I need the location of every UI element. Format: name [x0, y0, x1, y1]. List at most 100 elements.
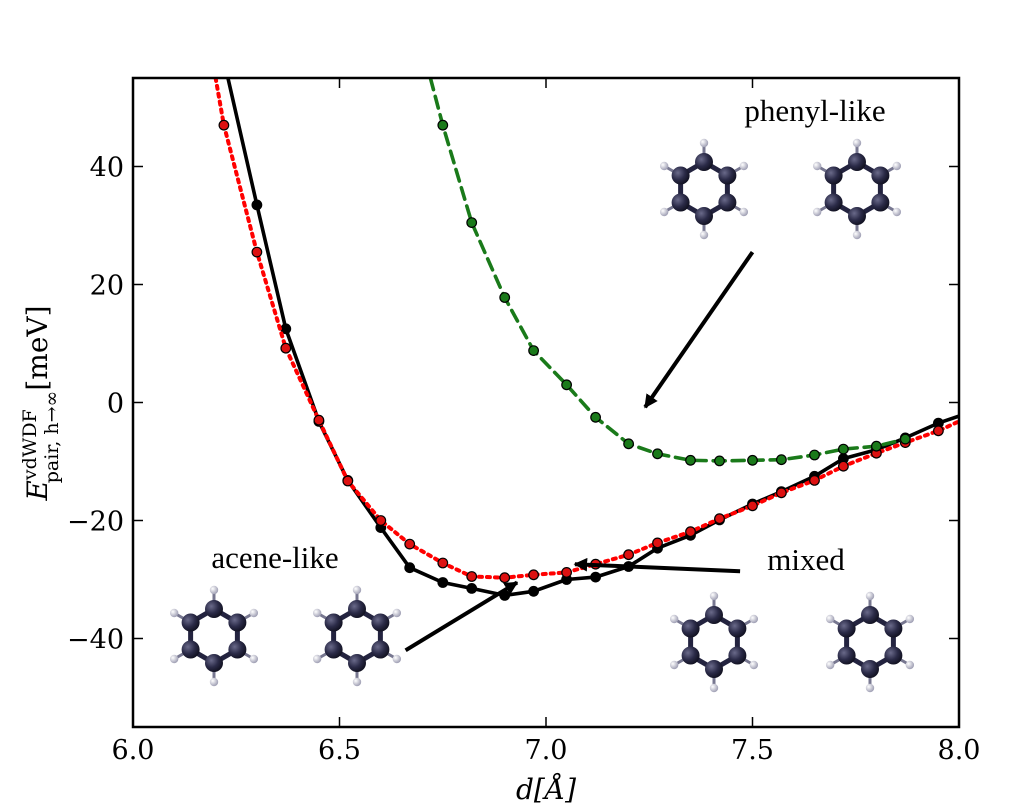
carbon-atom — [848, 153, 866, 171]
hydrogen-atom — [749, 614, 759, 624]
carbon-atom — [824, 193, 843, 212]
hydrogen-atom — [699, 230, 709, 240]
hydrogen-atom — [825, 660, 835, 670]
y-tick-label: 0 — [107, 389, 124, 420]
carbon-atom — [371, 613, 390, 632]
data-point-mixed — [466, 583, 478, 594]
data-point-acene-like — [499, 572, 511, 584]
data-point-acene-like — [437, 557, 449, 569]
hydrogen-atom — [825, 614, 835, 624]
data-point-acene-like — [280, 342, 292, 354]
hydrogen-atom — [659, 161, 669, 171]
y-axis-label-main: E — [21, 480, 54, 501]
data-point-mixed — [528, 585, 539, 597]
arrow-phenyl-like — [643, 250, 755, 409]
data-point-phenyl-like — [466, 217, 478, 229]
carbon-atom — [848, 207, 866, 225]
data-point-phenyl-like — [499, 292, 511, 303]
data-point-acene-like — [809, 475, 820, 486]
carbon-atom — [871, 166, 890, 185]
x-axis-title: d[Å] — [516, 773, 576, 805]
data-point-acene-like — [528, 569, 539, 581]
y-axis-label-unit: [meV] — [21, 305, 54, 390]
data-point-phenyl-like — [776, 454, 787, 466]
carbon-atom — [861, 606, 879, 624]
carbon-atom — [324, 640, 343, 659]
data-point-phenyl-like — [714, 455, 725, 467]
hydrogen-atom — [812, 207, 822, 217]
carbon-atom — [671, 166, 690, 185]
data-point-acene-like — [404, 538, 416, 550]
series-layer — [213, 78, 959, 601]
benzene-molecule-icon — [825, 591, 915, 693]
hydrogen-atom — [669, 614, 679, 624]
data-point-acene-like — [747, 500, 758, 512]
series-mixed — [226, 78, 959, 601]
carbon-atom — [324, 613, 343, 632]
carbon-atom — [695, 153, 713, 171]
carbon-atom — [884, 646, 903, 665]
carbon-atom — [181, 613, 200, 632]
hydrogen-atom — [312, 654, 322, 664]
molecule-illustrations — [169, 138, 915, 693]
carbon-atom — [228, 640, 247, 659]
data-point-mixed — [590, 571, 601, 583]
hydrogen-atom — [352, 585, 362, 595]
x-tick-label: 7.5 — [731, 735, 774, 766]
data-point-phenyl-like — [528, 345, 539, 357]
hydrogen-atom — [169, 608, 179, 618]
carbon-atom — [705, 660, 723, 678]
data-point-acene-like — [251, 246, 263, 258]
data-point-phenyl-like — [685, 454, 696, 466]
data-point-mixed — [437, 577, 449, 588]
y-tick-label: 40 — [90, 153, 124, 184]
carbon-atom — [728, 619, 747, 638]
carbon-atom — [728, 646, 747, 665]
data-point-acene-like — [375, 515, 387, 526]
series-line-phenyl-like — [428, 78, 908, 463]
annotation-labels: phenyl-like acene-like mixed — [211, 93, 885, 577]
hydrogen-atom — [812, 161, 822, 171]
series-line-acene-like — [213, 78, 959, 580]
annotation-mixed: mixed — [767, 542, 845, 577]
hydrogen-atom — [852, 230, 862, 240]
carbon-atom — [205, 654, 223, 672]
benzene-molecule-icon — [812, 138, 902, 240]
x-tick-label: 7.0 — [525, 735, 568, 766]
hydrogen-atom — [865, 591, 875, 601]
hydrogen-atom — [739, 161, 749, 171]
hydrogen-atom — [209, 677, 219, 687]
hydrogen-atom — [392, 654, 402, 664]
y-tick-label: −20 — [67, 507, 124, 538]
carbon-atom — [371, 640, 390, 659]
x-axis-label: d[Å] — [516, 773, 576, 805]
carbon-atom — [348, 654, 366, 672]
series-acene-like — [213, 78, 959, 584]
y-tick-label: 20 — [90, 271, 124, 302]
carbon-atom — [824, 166, 843, 185]
benzene-molecule-icon — [169, 585, 259, 687]
x-tick-label: 6.5 — [318, 735, 361, 766]
hydrogen-atom — [892, 161, 902, 171]
x-tick-label: 8.0 — [938, 735, 981, 766]
carbon-atom — [681, 646, 700, 665]
carbon-atom — [181, 640, 200, 659]
hydrogen-atom — [905, 660, 915, 670]
carbon-atom — [705, 606, 723, 624]
annotation-acene-like: acene-like — [211, 540, 338, 575]
data-point-acene-like — [714, 513, 725, 525]
carbon-atom — [871, 193, 890, 212]
carbon-atom — [718, 193, 737, 212]
data-point-phenyl-like — [652, 448, 663, 460]
data-point-phenyl-like — [437, 119, 449, 131]
hydrogen-atom — [749, 660, 759, 670]
hydrogen-atom — [659, 207, 669, 217]
data-point-phenyl-like — [838, 443, 849, 455]
hydrogen-atom — [852, 138, 862, 148]
axis-ticks: 6.0 6.5 7.0 7.5 8.0 −40 −20 0 20 40 — [67, 78, 980, 766]
data-point-acene-like — [561, 567, 572, 578]
data-point-mixed — [404, 562, 416, 574]
carbon-atom — [348, 600, 366, 618]
data-point-acene-like — [313, 414, 325, 426]
data-point-phenyl-like — [899, 433, 911, 445]
